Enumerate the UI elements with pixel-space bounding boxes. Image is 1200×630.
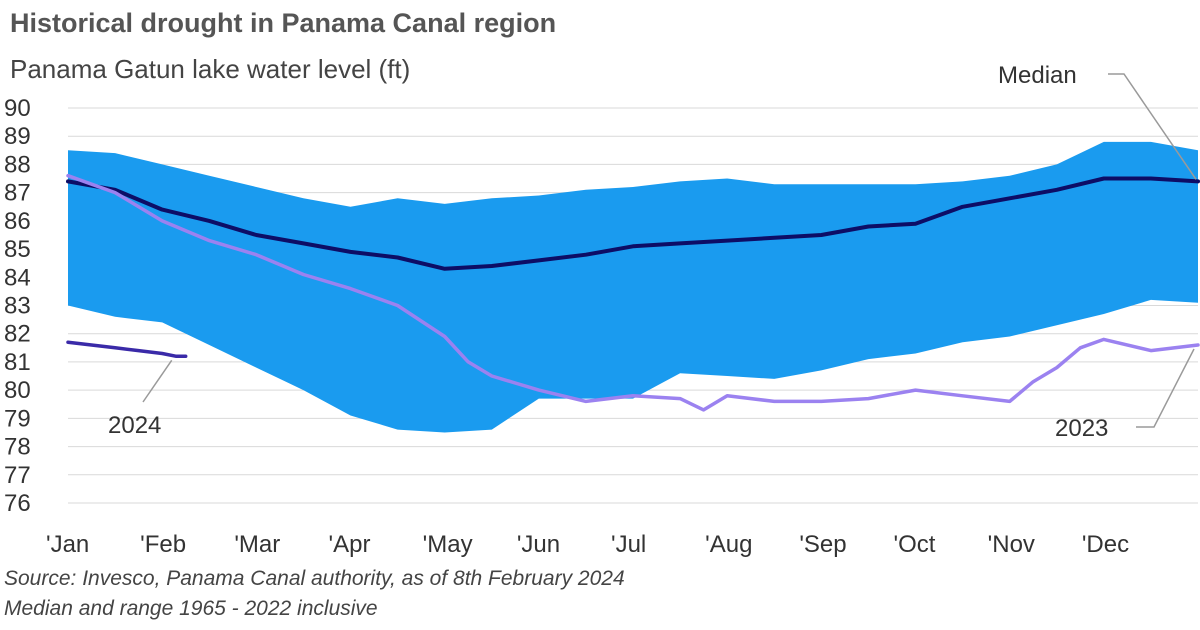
- y-tick-84: 84: [4, 264, 31, 291]
- leader-line-2023: [1136, 348, 1195, 428]
- y-tick-82: 82: [4, 321, 31, 348]
- y-tick-77: 77: [4, 462, 31, 489]
- y-tick-76: 76: [4, 490, 31, 517]
- series-line-median: [66, 176, 1200, 271]
- series-line-2024: [66, 340, 188, 359]
- x-tick-9: 'Oct: [894, 531, 936, 558]
- x-tick-3: 'Apr: [329, 531, 371, 558]
- x-tick-11: 'Dec: [1082, 531, 1129, 558]
- chart-subtitle: Panama Gatun lake water level (ft): [10, 54, 411, 84]
- median-label: Median: [998, 62, 1077, 89]
- chart-title: Historical drought in Panama Canal regio…: [10, 8, 557, 38]
- median-leader-line: [1108, 73, 1197, 180]
- range-band-layer: [68, 141, 1198, 433]
- y-tick-90: 90: [4, 95, 31, 122]
- leader-line-2024: [142, 359, 173, 403]
- x-tick-7: 'Aug: [705, 531, 752, 558]
- range-note: Median and range 1965 - 2022 inclusive: [4, 597, 378, 620]
- y-tick-81: 81: [4, 349, 31, 376]
- label-2023: 2023: [1055, 415, 1108, 442]
- x-tick-8: 'Sep: [799, 531, 846, 558]
- y-tick-83: 83: [4, 293, 31, 320]
- y-tick-78: 78: [4, 434, 31, 461]
- x-axis-ticks: 'Jan 'Feb 'Mar 'Apr 'May 'Jun 'Jul 'Aug 'Sep 'Oct…: [46, 531, 1129, 558]
- series-lines-layer: [66, 173, 1200, 412]
- x-tick-5: 'Jun: [517, 531, 560, 558]
- x-tick-6: 'Jul: [611, 531, 646, 558]
- label-2024: 2024: [108, 412, 161, 439]
- annotations-layer: Median 2024 2023: [108, 62, 1197, 442]
- y-tick-87: 87: [4, 180, 31, 207]
- y-tick-88: 88: [4, 151, 31, 178]
- series-line-2023: [66, 173, 1200, 412]
- x-tick-4: 'May: [423, 531, 473, 558]
- x-tick-10: 'Nov: [988, 531, 1035, 558]
- historical-range-band: [68, 141, 1198, 433]
- x-tick-2: 'Mar: [234, 531, 280, 558]
- y-tick-85: 85: [4, 236, 31, 263]
- y-tick-80: 80: [4, 377, 31, 404]
- x-tick-0: 'Jan: [46, 531, 89, 558]
- y-tick-79: 79: [4, 405, 31, 432]
- y-tick-89: 89: [4, 123, 31, 150]
- source-note: Source: Invesco, Panama Canal authority,…: [4, 567, 625, 590]
- x-tick-1: 'Feb: [140, 531, 186, 558]
- y-tick-86: 86: [4, 208, 31, 235]
